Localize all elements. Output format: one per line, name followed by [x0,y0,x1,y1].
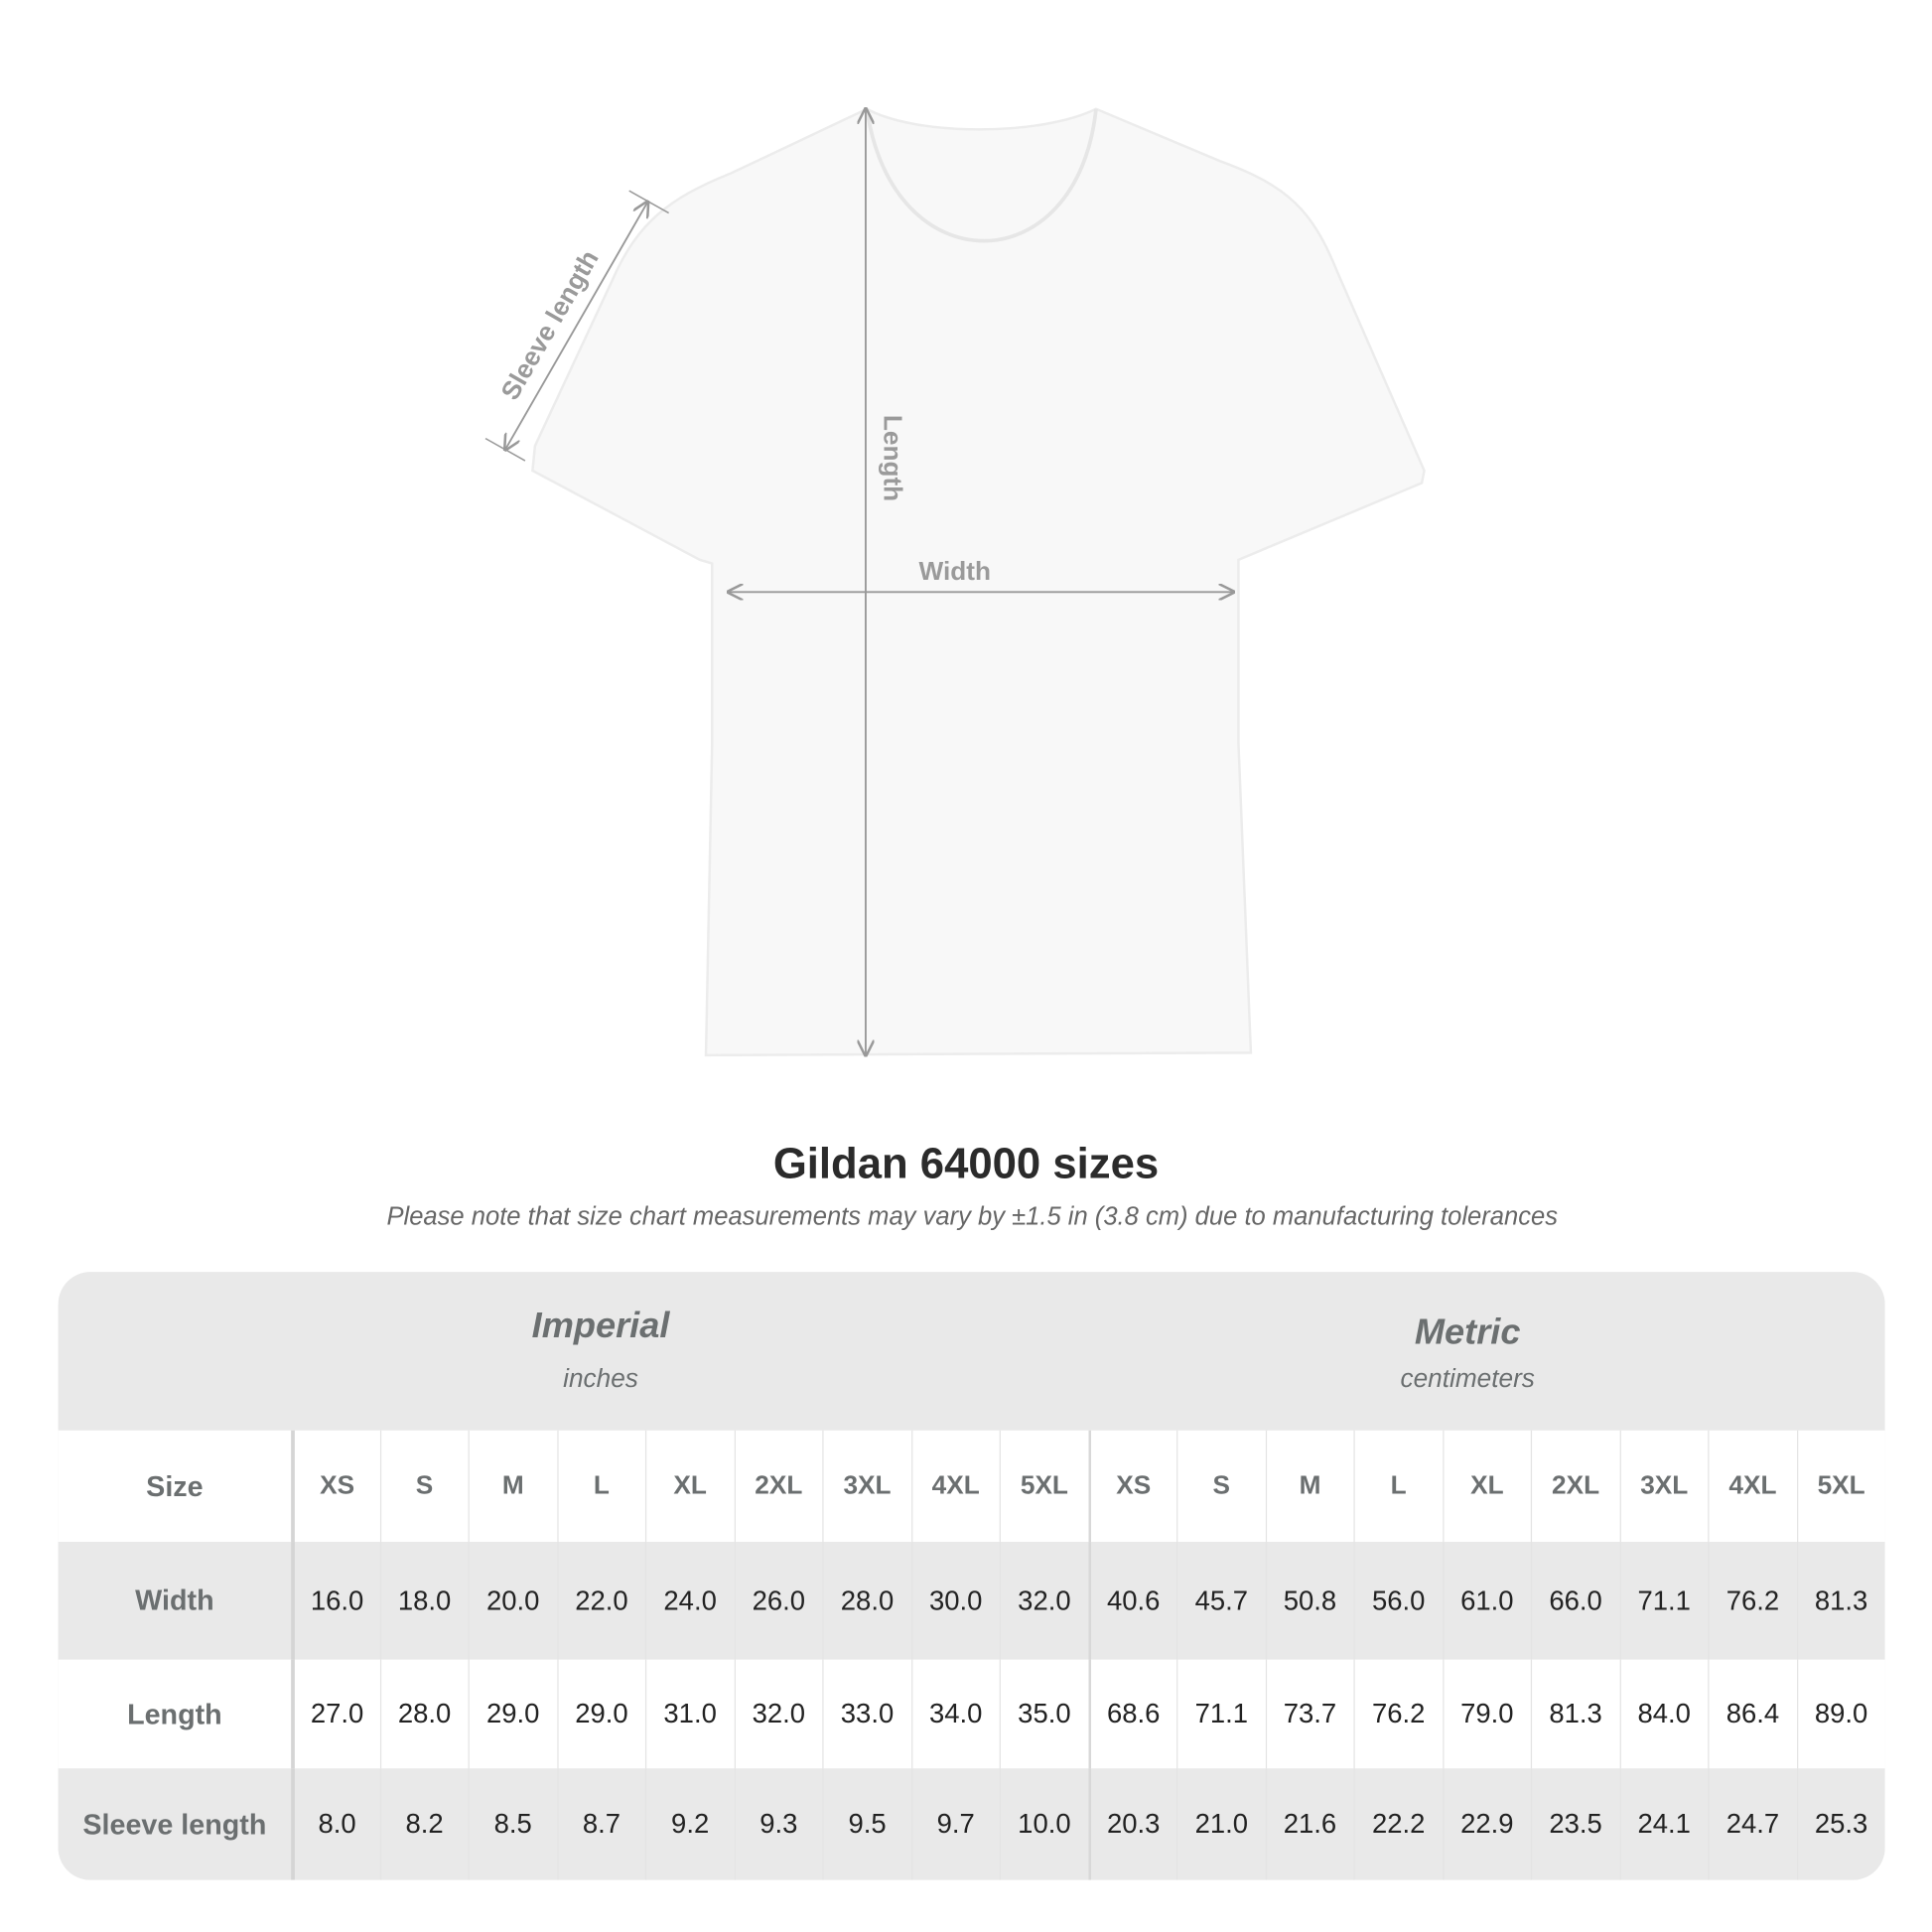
imperial-size-header: XS [291,1430,379,1543]
imperial-cell: 28.0 [379,1659,468,1769]
metric-cell: 76.2 [1708,1542,1796,1660]
row-label: Sleeve length [82,1807,267,1841]
imperial-size-header: L [556,1430,645,1543]
row-label: Width [135,1584,214,1616]
metric-size-header: 2XL [1530,1430,1619,1543]
metric-header: Metric centimeters [1158,1312,1777,1471]
metric-cell: 81.3 [1530,1659,1619,1769]
metric-unit: centimeters [1400,1364,1535,1394]
metric-size-header: 5XL [1796,1430,1884,1543]
imperial-cell: 18.0 [379,1542,468,1660]
imperial-title: Imperial [531,1307,670,1346]
metric-cell: 79.0 [1442,1659,1531,1769]
metric-cell: 61.0 [1442,1542,1531,1660]
metric-cell: 76.2 [1353,1659,1442,1769]
imperial-size-header: 5XL [999,1430,1088,1543]
imperial-cell: 31.0 [644,1659,734,1769]
imperial-size-header: M [468,1430,557,1543]
metric-size-header: L [1353,1430,1442,1543]
metric-cell: 86.4 [1708,1659,1796,1769]
metric-title: Metric [1414,1312,1521,1353]
table-row: Width 16.0 18.0 20.0 22.0 24.0 26.0 28.0 30.0 32.… [58,1542,1885,1660]
imperial-size-header: 3XL [822,1430,910,1543]
metric-cell: 84.0 [1619,1659,1708,1769]
length-label: Length [879,415,908,501]
metric-cell: 81.3 [1796,1542,1884,1660]
imperial-cell: 8.2 [379,1768,468,1880]
sleeve-tick [484,437,526,462]
size-header-row: Size XS S M L XL 2XL 3XL 4XL 5XL XS S M L XL 2XL 3XL 4XL 5… [58,1430,1885,1543]
row-label: Size [146,1469,204,1502]
metric-cell: 56.0 [1353,1542,1442,1660]
metric-cell: 68.6 [1087,1659,1176,1769]
metric-size-header: 3XL [1619,1430,1708,1543]
imperial-cell: 30.0 [910,1542,999,1660]
imperial-cell: 9.7 [910,1768,999,1880]
imperial-cell: 32.0 [734,1659,822,1769]
metric-cell: 25.3 [1796,1768,1884,1880]
imperial-cell: 26.0 [734,1542,822,1660]
metric-cell: 73.7 [1265,1659,1353,1769]
metric-size-header: XS [1087,1430,1176,1543]
imperial-cell: 9.2 [644,1768,734,1880]
imperial-cell: 16.0 [291,1542,379,1660]
imperial-cell: 9.3 [734,1768,822,1880]
metric-cell: 21.0 [1176,1768,1265,1880]
imperial-cell: 34.0 [910,1659,999,1769]
metric-cell: 71.1 [1176,1659,1265,1769]
metric-cell: 22.9 [1442,1768,1531,1880]
metric-size-header: 4XL [1708,1430,1796,1543]
table-row: Length 27.0 28.0 29.0 29.0 31.0 32.0 33.0 34.0 35… [58,1659,1885,1769]
metric-cell: 22.2 [1353,1768,1442,1880]
size-table: Imperial inches Metric centimeters Size X… [58,1272,1885,1880]
metric-size-header: M [1265,1430,1353,1543]
imperial-cell: 28.0 [822,1542,910,1660]
imperial-cell: 29.0 [468,1659,557,1769]
imperial-cell: 10.0 [999,1768,1088,1880]
imperial-cell: 27.0 [291,1659,379,1769]
metric-cell: 50.8 [1265,1542,1353,1660]
imperial-cell: 8.5 [468,1768,557,1880]
imperial-cell: 8.0 [291,1768,379,1880]
sleeve-tick [628,190,669,214]
metric-cell: 66.0 [1530,1542,1619,1660]
imperial-cell: 33.0 [822,1659,910,1769]
metric-cell: 21.6 [1265,1768,1353,1880]
imperial-size-header: 2XL [734,1430,822,1543]
imperial-cell: 29.0 [556,1659,645,1769]
metric-cell: 23.5 [1530,1768,1619,1880]
imperial-cell: 20.0 [468,1542,557,1660]
metric-cell: 24.7 [1708,1768,1796,1880]
tshirt-diagram: Length Width Sleeve length [484,0,1426,1115]
imperial-cell: 8.7 [556,1768,645,1880]
imperial-unit: inches [563,1364,638,1394]
row-label: Length [127,1697,222,1730]
metric-cell: 40.6 [1087,1542,1176,1660]
metric-size-header: S [1176,1430,1265,1543]
table-row: Sleeve length 8.0 8.2 8.5 8.7 9.2 9.3 9.5 9.7 10.… [58,1768,1885,1880]
metric-cell: 24.1 [1619,1768,1708,1880]
imperial-size-header: XL [644,1430,734,1543]
imperial-cell: 9.5 [822,1768,910,1880]
imperial-size-header: S [379,1430,468,1543]
width-label: Width [919,556,991,586]
sleeve-measure-line [505,202,647,449]
metric-cell: 71.1 [1619,1542,1708,1660]
imperial-size-header: 4XL [910,1430,999,1543]
metric-cell: 89.0 [1796,1659,1884,1769]
imperial-header: Imperial inches [291,1307,910,1465]
page-title: Gildan 64000 sizes [772,1139,1160,1188]
metric-size-header: XL [1442,1430,1531,1543]
imperial-cell: 32.0 [999,1542,1088,1660]
tolerance-note: Please note that size chart measurements… [386,1202,1559,1231]
metric-cell: 20.3 [1087,1768,1176,1880]
imperial-cell: 24.0 [644,1542,734,1660]
imperial-cell: 35.0 [999,1659,1088,1769]
collar [865,108,1098,243]
imperial-cell: 22.0 [556,1542,645,1660]
metric-cell: 45.7 [1176,1542,1265,1660]
